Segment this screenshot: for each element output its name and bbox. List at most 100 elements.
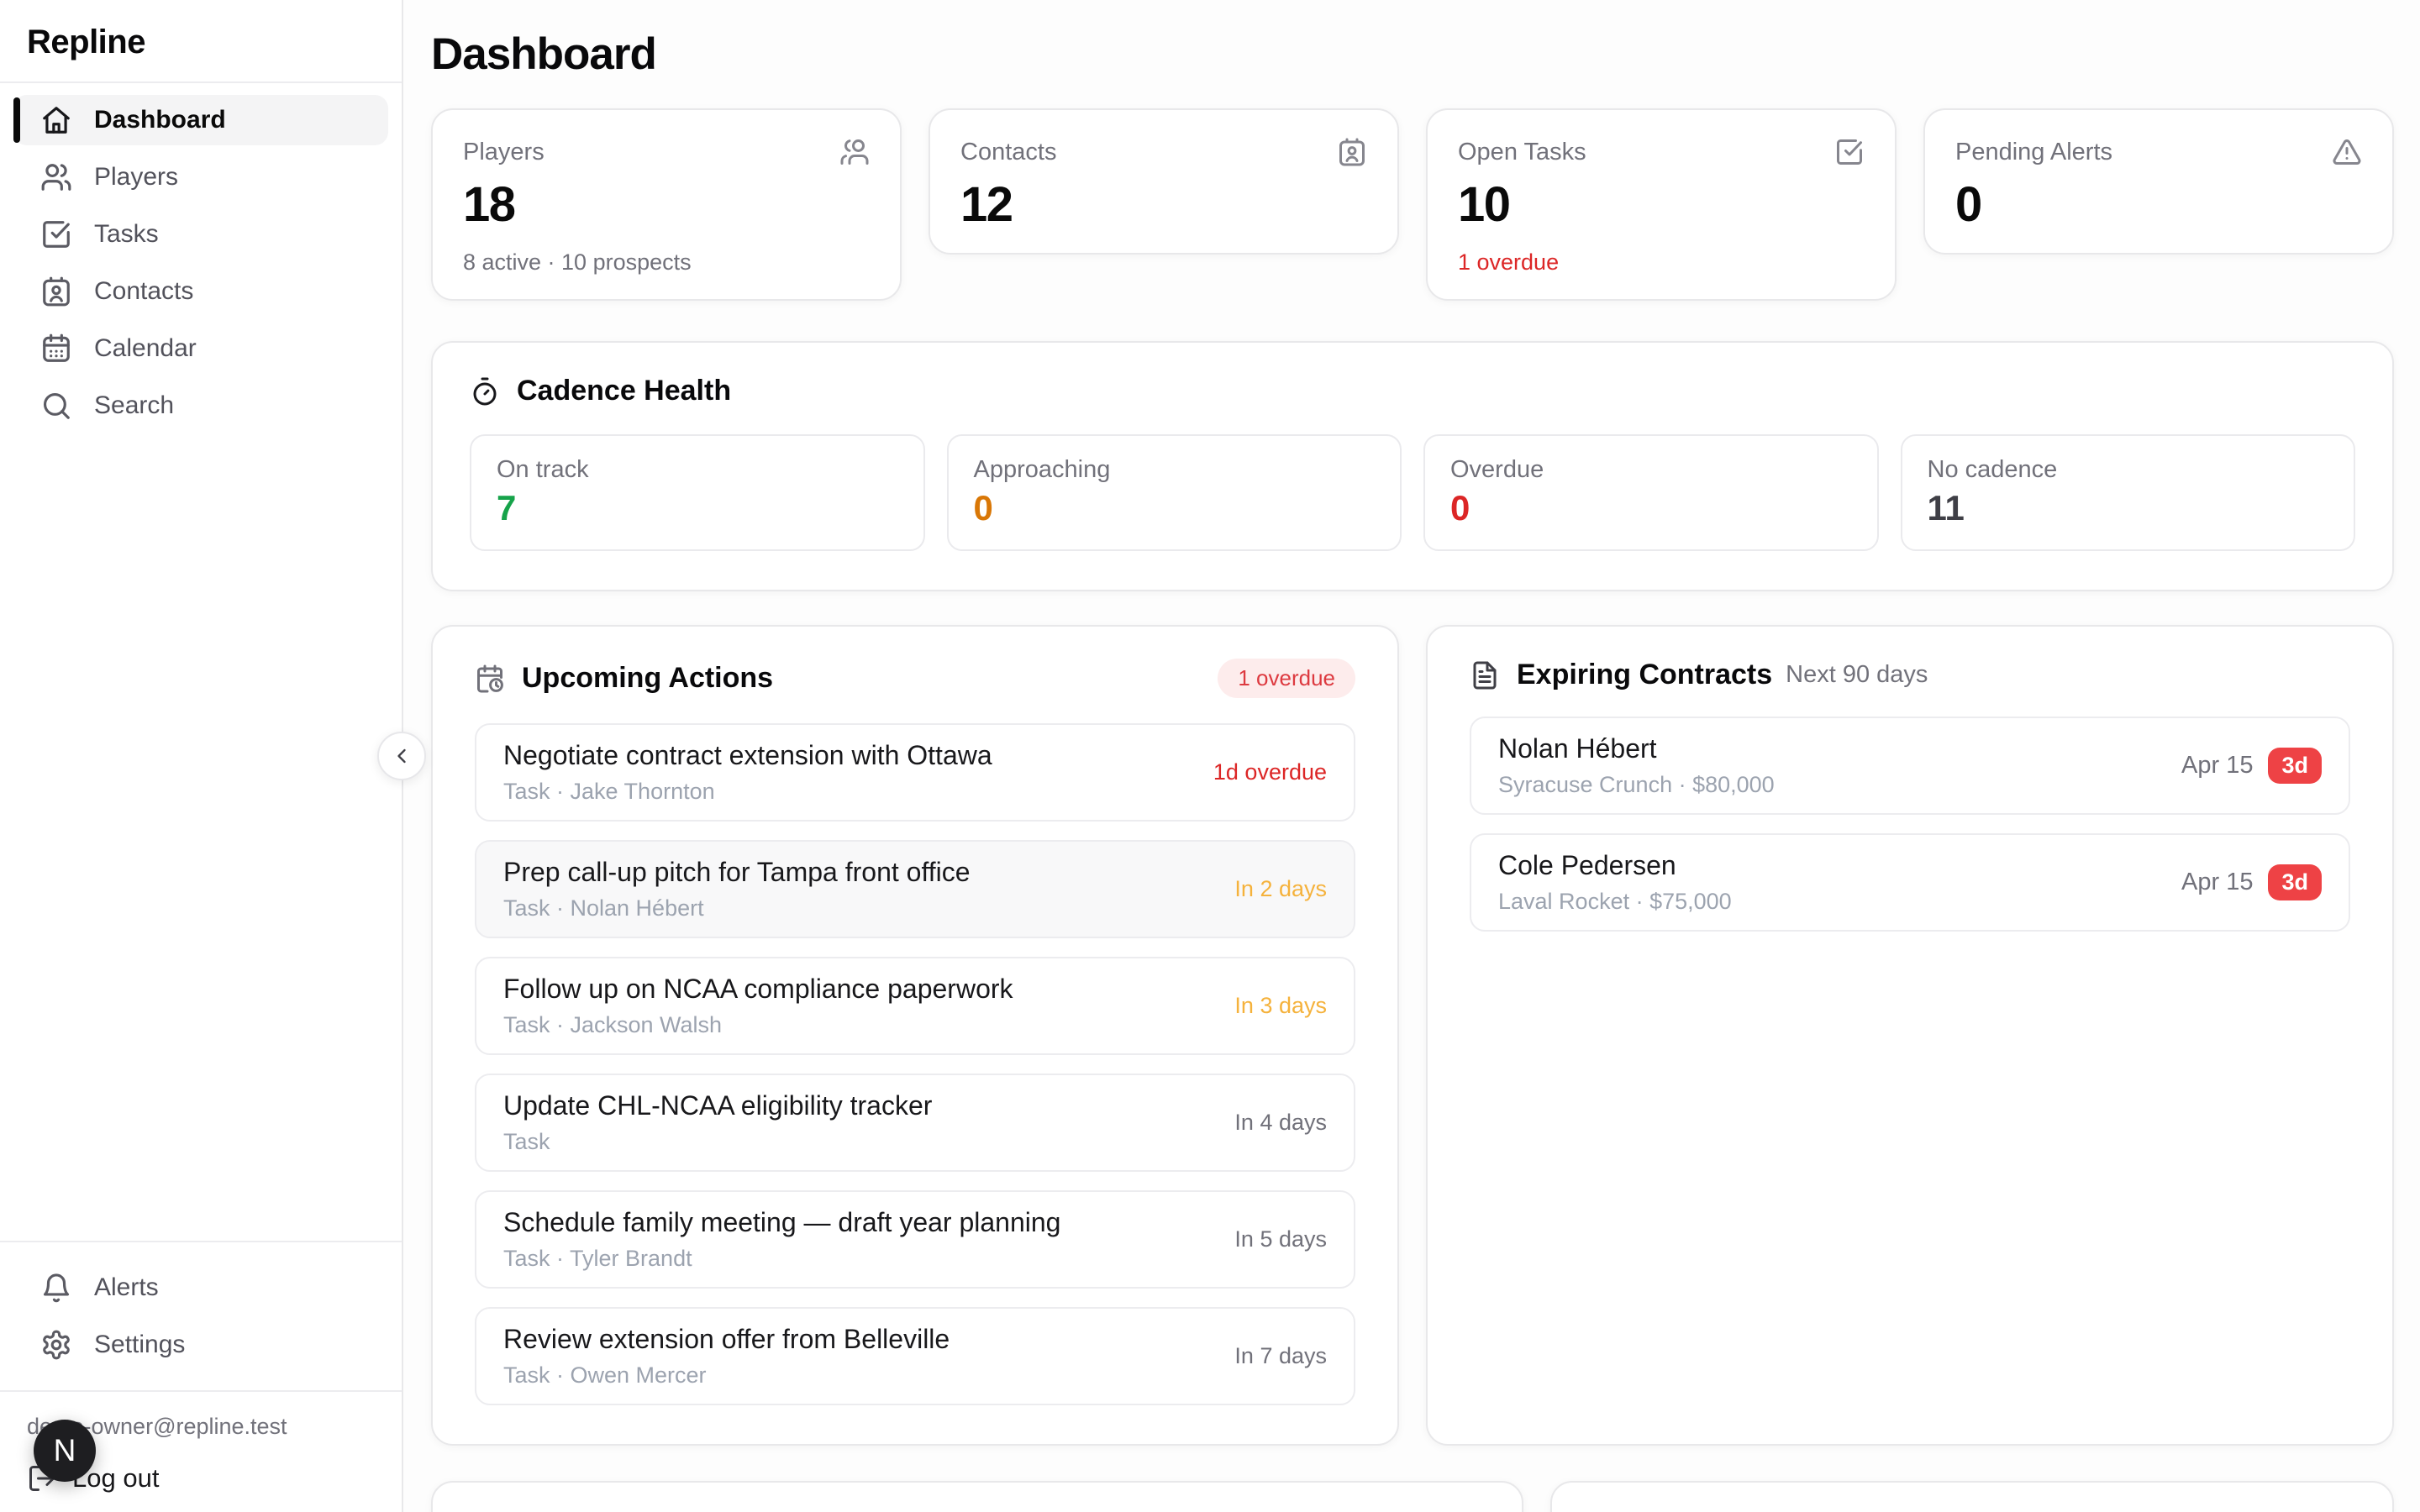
check-square-icon bbox=[40, 218, 72, 250]
stats-row: Players 18 8 active · 10 prospects Conta… bbox=[431, 108, 2394, 301]
sidebar-item-contacts[interactable]: Contacts bbox=[13, 266, 388, 317]
task-row[interactable]: Schedule family meeting — draft year pla… bbox=[475, 1190, 1355, 1289]
stat-card-contacts: Contacts 12 bbox=[929, 108, 1399, 255]
main-nav: Dashboard Players Tasks Contacts Calenda… bbox=[0, 83, 402, 438]
upcoming-list: Negotiate contract extension with Ottawa… bbox=[475, 723, 1355, 1405]
stat-card-players: Players 18 8 active · 10 prospects bbox=[431, 108, 902, 301]
task-title: Prep call-up pitch for Tampa front offic… bbox=[503, 857, 971, 887]
cadence-item-no-cadence: No cadence 11 bbox=[1900, 434, 2355, 551]
days-left-badge: 3d bbox=[2268, 748, 2322, 784]
calendar-icon bbox=[40, 333, 72, 365]
contract-date: Apr 15 bbox=[2181, 752, 2254, 779]
contact-card-icon bbox=[1337, 137, 1367, 167]
contract-row[interactable]: Nolan Hébert Syracuse Crunch · $80,000 A… bbox=[1470, 717, 2350, 815]
recent-activity-panel: Recent Activity Dan Rosen re: Nolan Hébe… bbox=[431, 1481, 1523, 1512]
days-left-badge: 3d bbox=[2268, 864, 2322, 900]
stat-value: 18 bbox=[463, 177, 516, 232]
bottom-columns: Recent Activity Dan Rosen re: Nolan Hébe… bbox=[431, 1481, 2394, 1512]
task-meta: Task · Tyler Brandt bbox=[503, 1246, 692, 1271]
task-meta: Task · Owen Mercer bbox=[503, 1362, 707, 1388]
task-title: Update CHL-NCAA eligibility tracker bbox=[503, 1090, 933, 1121]
overdue-count-badge: 1 overdue bbox=[1218, 659, 1355, 698]
task-meta: Task · Jackson Walsh bbox=[503, 1012, 723, 1037]
sidebar-item-alerts[interactable]: Alerts bbox=[13, 1263, 388, 1313]
contract-meta: Syracuse Crunch · $80,000 bbox=[1498, 772, 1775, 797]
sidebar-item-tasks[interactable]: Tasks bbox=[13, 209, 388, 260]
cadence-value: 0 bbox=[973, 488, 993, 528]
logout-button[interactable]: Log out bbox=[27, 1463, 375, 1494]
file-text-icon bbox=[1470, 660, 1500, 690]
search-icon bbox=[40, 390, 72, 422]
main-content: Dashboard Players 18 8 active · 10 prosp… bbox=[405, 0, 2420, 1512]
stat-value: 12 bbox=[960, 177, 1013, 232]
task-meta: Task · Jake Thornton bbox=[503, 779, 715, 804]
task-due: In 3 days bbox=[1234, 993, 1327, 1018]
sidebar-item-label: Search bbox=[94, 391, 175, 419]
cadence-value: 11 bbox=[1927, 488, 1965, 528]
dev-indicator-letter: N bbox=[53, 1433, 76, 1467]
task-due: In 2 days bbox=[1234, 876, 1327, 901]
middle-columns: Upcoming Actions 1 overdue Negotiate con… bbox=[431, 625, 2394, 1446]
task-row[interactable]: Follow up on NCAA compliance paperwork T… bbox=[475, 957, 1355, 1055]
task-meta: Task · Nolan Hébert bbox=[503, 895, 704, 921]
sidebar-item-label: Tasks bbox=[94, 220, 159, 248]
sidebar-item-label: Contacts bbox=[94, 277, 194, 305]
check-square-icon bbox=[1834, 137, 1865, 167]
contracts-list: Nolan Hébert Syracuse Crunch · $80,000 A… bbox=[1470, 717, 2350, 932]
stat-card-pending-alerts: Pending Alerts 0 bbox=[1923, 108, 2394, 255]
alert-triangle-icon bbox=[2332, 137, 2362, 167]
sidebar-item-label: Calendar bbox=[94, 334, 197, 362]
section-subtitle: Next 90 days bbox=[1786, 661, 1928, 688]
sidebar-item-settings[interactable]: Settings bbox=[13, 1320, 388, 1370]
section-title: Upcoming Actions bbox=[522, 662, 774, 694]
task-row[interactable]: Update CHL-NCAA eligibility tracker Task… bbox=[475, 1074, 1355, 1172]
task-title: Negotiate contract extension with Ottawa bbox=[503, 740, 992, 770]
stat-label: Pending Alerts bbox=[1955, 138, 2113, 165]
sidebar-item-label: Players bbox=[94, 163, 179, 191]
task-due: In 4 days bbox=[1234, 1110, 1327, 1135]
sidebar-item-label: Settings bbox=[94, 1331, 186, 1358]
recent-alerts-panel: Recent Alerts No pending alerts bbox=[1549, 1481, 2394, 1512]
bell-icon bbox=[40, 1272, 72, 1304]
contract-player-name: Cole Pedersen bbox=[1498, 850, 1676, 880]
upcoming-actions-panel: Upcoming Actions 1 overdue Negotiate con… bbox=[431, 625, 1399, 1446]
section-title: Expiring Contracts bbox=[1517, 659, 1773, 690]
cadence-item-approaching: Approaching 0 bbox=[946, 434, 1402, 551]
task-row[interactable]: Prep call-up pitch for Tampa front offic… bbox=[475, 840, 1355, 938]
sidebar-item-label: Dashboard bbox=[94, 106, 226, 134]
contact-card-icon bbox=[40, 276, 72, 307]
cadence-item-on-track: On track 7 bbox=[470, 434, 925, 551]
sidebar-item-calendar[interactable]: Calendar bbox=[13, 323, 388, 374]
users-icon bbox=[839, 137, 870, 167]
cadence-value: 7 bbox=[497, 488, 517, 528]
stat-caption: 8 active · 10 prospects bbox=[463, 249, 692, 275]
stat-label: Contacts bbox=[960, 138, 1057, 165]
logo-block: Repline bbox=[0, 0, 402, 83]
sidebar-item-players[interactable]: Players bbox=[13, 152, 388, 202]
page-title: Dashboard bbox=[431, 29, 657, 79]
stat-label: Open Tasks bbox=[1458, 138, 1586, 165]
chevron-left-icon bbox=[390, 744, 413, 768]
task-row[interactable]: Review extension offer from Belleville T… bbox=[475, 1307, 1355, 1405]
task-row[interactable]: Negotiate contract extension with Ottawa… bbox=[475, 723, 1355, 822]
task-due: In 7 days bbox=[1234, 1343, 1327, 1368]
dev-indicator-badge[interactable]: N bbox=[34, 1420, 96, 1482]
cadence-health-card: Cadence Health On track 7 Approaching 0 … bbox=[431, 341, 2394, 591]
app-logo: Repline bbox=[27, 24, 145, 60]
stopwatch-icon bbox=[470, 376, 500, 407]
sidebar-footer-nav: Alerts Settings bbox=[0, 1241, 402, 1390]
users-icon bbox=[40, 161, 72, 193]
stat-value: 10 bbox=[1458, 177, 1511, 232]
sidebar-item-search[interactable]: Search bbox=[13, 381, 388, 431]
stat-card-open-tasks: Open Tasks 10 1 overdue bbox=[1426, 108, 1897, 301]
stat-label: Players bbox=[463, 138, 544, 165]
gear-icon bbox=[40, 1329, 72, 1361]
contract-row[interactable]: Cole Pedersen Laval Rocket · $75,000 Apr… bbox=[1470, 833, 2350, 932]
sidebar-collapse-button[interactable] bbox=[377, 732, 426, 780]
sidebar-item-dashboard[interactable]: Dashboard bbox=[13, 95, 388, 145]
contract-player-name: Nolan Hébert bbox=[1498, 733, 1657, 764]
sidebar-item-label: Alerts bbox=[94, 1273, 159, 1301]
contract-date: Apr 15 bbox=[2181, 869, 2254, 895]
cadence-grid: On track 7 Approaching 0 Overdue 0 No ca… bbox=[470, 434, 2355, 551]
task-due: In 5 days bbox=[1234, 1226, 1327, 1252]
